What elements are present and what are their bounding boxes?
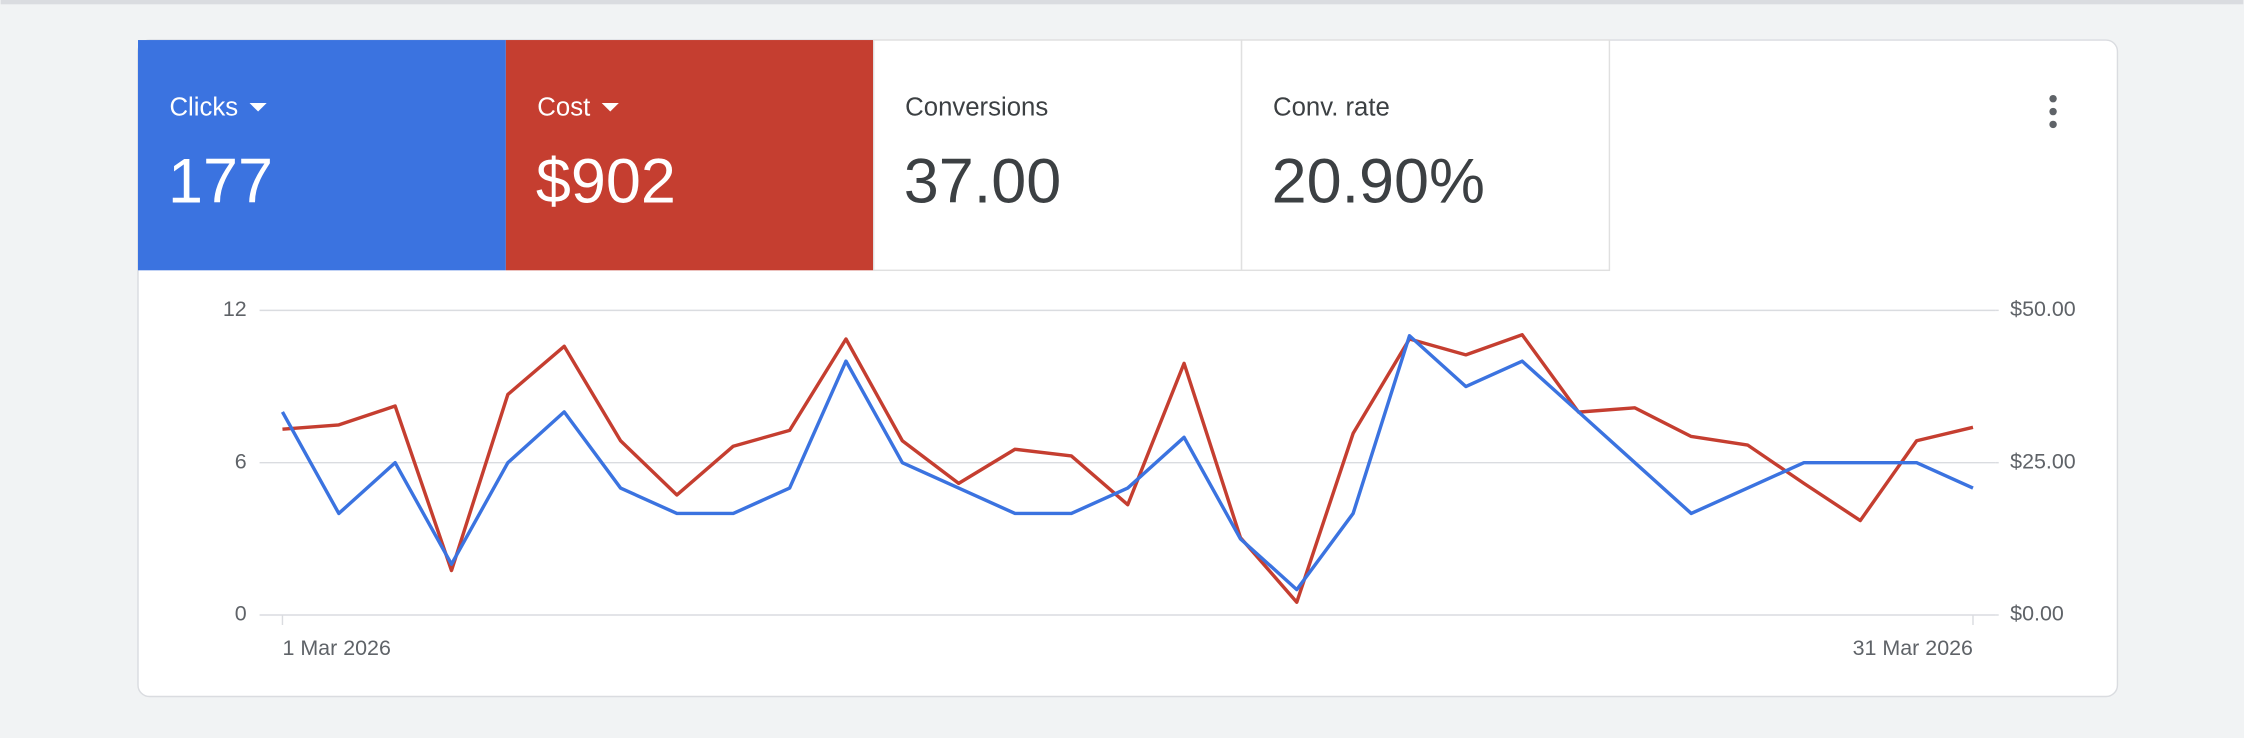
tile-bg xyxy=(872,39,1243,272)
metric-tile[interactable]: Conv. rate 20.90% xyxy=(1240,39,1611,272)
dropdown-arrow xyxy=(601,102,619,112)
y2-tick-label: $0.00 xyxy=(2010,602,2064,626)
tile-bg xyxy=(505,40,874,271)
y-tick-label: 6 xyxy=(235,449,247,473)
metric-tile[interactable]: Clicks 177 xyxy=(138,40,506,271)
x-tick-label: 1 Mar 2026 xyxy=(282,636,390,660)
tile-label: Cost xyxy=(537,93,590,121)
metric-tile[interactable]: Cost $902 xyxy=(505,40,874,271)
tile-value: 37.00 xyxy=(904,147,1061,217)
tile-label: Conv. rate xyxy=(1273,93,1390,121)
tile-label: Conversions xyxy=(905,93,1048,121)
tile-value: 177 xyxy=(168,147,273,217)
y2-tick-label: $25.00 xyxy=(2010,449,2076,473)
tile-bg xyxy=(1240,39,1611,272)
x-tick-label: 31 Mar 2026 xyxy=(1853,636,1973,660)
series-line xyxy=(282,333,1974,604)
metric-tile[interactable]: Conversions 37.00 xyxy=(872,39,1243,272)
tile-bg xyxy=(138,40,506,271)
y2-tick-label: $50.00 xyxy=(2010,297,2076,321)
tile-value: 20.90% xyxy=(1272,147,1485,217)
more-menu[interactable] xyxy=(2049,94,2057,129)
tile-value: $902 xyxy=(536,147,676,217)
y-tick-label: 0 xyxy=(235,602,247,626)
dropdown-arrow xyxy=(249,102,267,112)
tile-label: Clicks xyxy=(169,93,238,121)
top-border xyxy=(0,0,2244,5)
series-line xyxy=(280,334,1974,592)
y-tick-label: 12 xyxy=(223,297,247,321)
